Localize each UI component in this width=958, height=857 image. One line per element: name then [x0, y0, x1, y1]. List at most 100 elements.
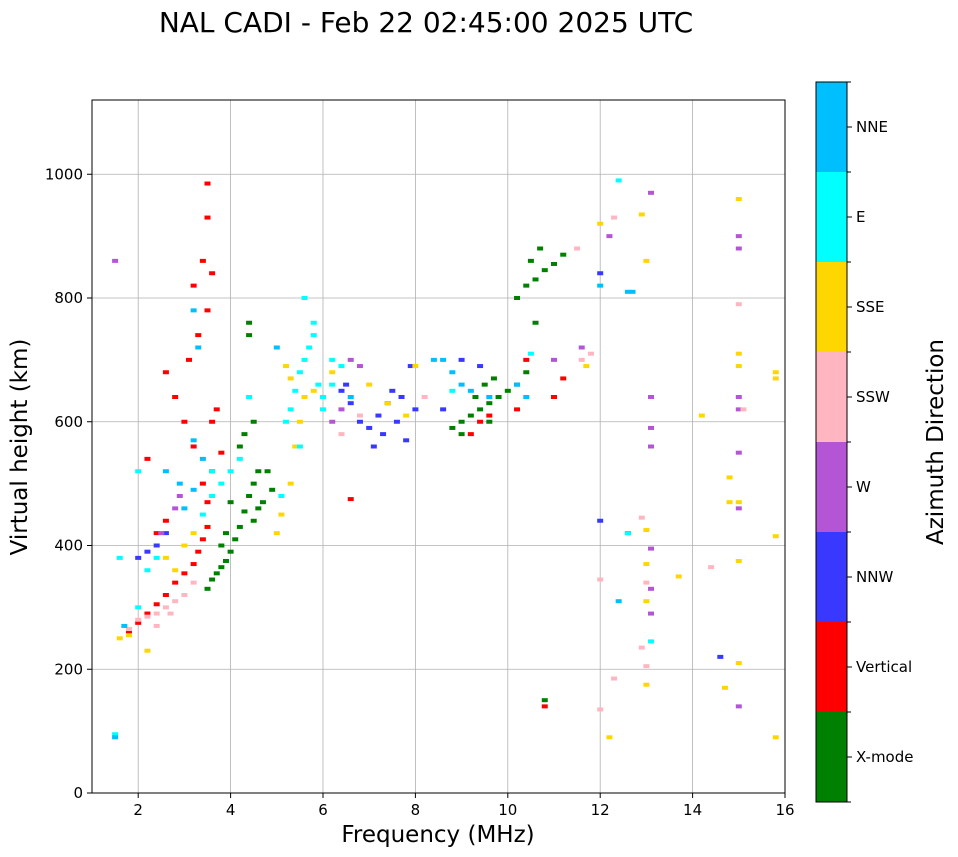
x-tick-label: 8: [411, 801, 421, 819]
echo-point: [190, 580, 197, 585]
x-tick-label: 14: [683, 801, 702, 819]
echo-point: [273, 531, 280, 536]
echo-point: [597, 577, 604, 582]
colorbar-tick-label: SSW: [856, 388, 890, 406]
echo-point: [125, 630, 132, 635]
echo-point: [209, 494, 216, 498]
echo-point: [246, 333, 253, 338]
echo-point: [541, 698, 548, 703]
echo-point: [213, 571, 220, 576]
colorbar-segment: [816, 532, 847, 622]
echo-point: [347, 395, 354, 399]
echo-point: [740, 407, 747, 412]
echo-point: [176, 494, 183, 498]
echo-point: [310, 333, 317, 338]
echo-point: [269, 487, 276, 492]
echo-point: [125, 627, 132, 632]
echo-point: [343, 382, 350, 387]
echo-point: [246, 494, 253, 498]
echo-point: [204, 215, 211, 220]
colorbar-segment: [816, 352, 847, 442]
echo-point: [347, 497, 354, 502]
echo-point: [551, 357, 557, 362]
echo-point: [648, 586, 655, 591]
echo-point: [209, 577, 216, 582]
echo-point: [611, 676, 618, 681]
echo-point: [264, 469, 271, 474]
echo-point: [190, 562, 197, 567]
echo-point: [389, 388, 396, 393]
echo-point: [560, 376, 567, 381]
echo-point: [486, 395, 493, 399]
echo-point: [412, 407, 419, 412]
echo-point: [532, 277, 539, 282]
echo-point: [643, 580, 650, 585]
echo-point: [181, 506, 188, 511]
echo-point: [587, 351, 594, 356]
echo-point: [735, 704, 742, 709]
echo-point: [375, 413, 382, 418]
echo-point: [615, 178, 622, 183]
echo-point: [213, 407, 220, 412]
echo-point: [458, 382, 465, 387]
echo-point: [356, 419, 363, 424]
echo-point: [643, 562, 650, 567]
chart-title: NAL CADI - Feb 22 02:45:00 2025 UTC: [159, 6, 693, 39]
echo-point: [310, 320, 317, 325]
y-tick-label: 600: [54, 413, 83, 431]
echo-point: [236, 444, 243, 449]
echo-point: [356, 364, 363, 369]
echo-point: [283, 364, 290, 369]
echo-point: [643, 258, 650, 263]
echo-point: [606, 735, 613, 740]
echo-point: [278, 494, 285, 498]
echo-point: [338, 388, 345, 393]
echo-point: [393, 419, 400, 424]
echo-point: [255, 469, 262, 474]
echo-point: [675, 574, 682, 579]
echo-point: [735, 197, 742, 201]
echo-point: [209, 271, 216, 276]
echo-point: [255, 506, 262, 511]
echo-point: [490, 376, 497, 381]
echo-point: [486, 413, 493, 418]
y-axis-label: Virtual height (km): [7, 339, 33, 556]
echo-point: [532, 320, 539, 325]
colorbar-tick-label: W: [856, 478, 871, 496]
echo-point: [112, 258, 119, 263]
echo-point: [186, 357, 193, 362]
y-tick-label: 800: [54, 289, 83, 307]
echo-point: [477, 364, 484, 369]
echo-point: [218, 450, 225, 455]
echo-point: [329, 370, 336, 375]
echo-point: [116, 636, 123, 641]
echo-point: [195, 549, 202, 554]
echo-point: [153, 555, 160, 560]
x-tick-label: 2: [133, 801, 143, 819]
echo-point: [121, 623, 128, 628]
echo-point: [597, 283, 604, 288]
echo-point: [162, 469, 169, 474]
x-tick-label: 6: [318, 801, 328, 819]
colorbar: X-mode Vertical NNW W SSW SSE E NNE: [815, 81, 913, 803]
echo-point: [449, 425, 456, 430]
echo-point: [629, 289, 636, 294]
echo-point: [366, 382, 373, 387]
echo-point: [296, 444, 303, 449]
echo-point: [523, 370, 530, 375]
echo-point: [176, 481, 183, 486]
echo-point: [181, 571, 188, 576]
echo-point: [541, 268, 548, 273]
echo-point: [467, 413, 474, 418]
echo-point: [246, 320, 253, 325]
echo-point: [222, 531, 229, 536]
data-marks: [112, 178, 779, 740]
echo-point: [181, 543, 188, 548]
echo-point: [370, 444, 377, 449]
echo-point: [597, 707, 604, 712]
y-tick-label: 1000: [45, 165, 83, 183]
echo-point: [162, 555, 169, 560]
echo-point: [772, 534, 779, 539]
colorbar-tick-label: X-mode: [856, 748, 913, 766]
